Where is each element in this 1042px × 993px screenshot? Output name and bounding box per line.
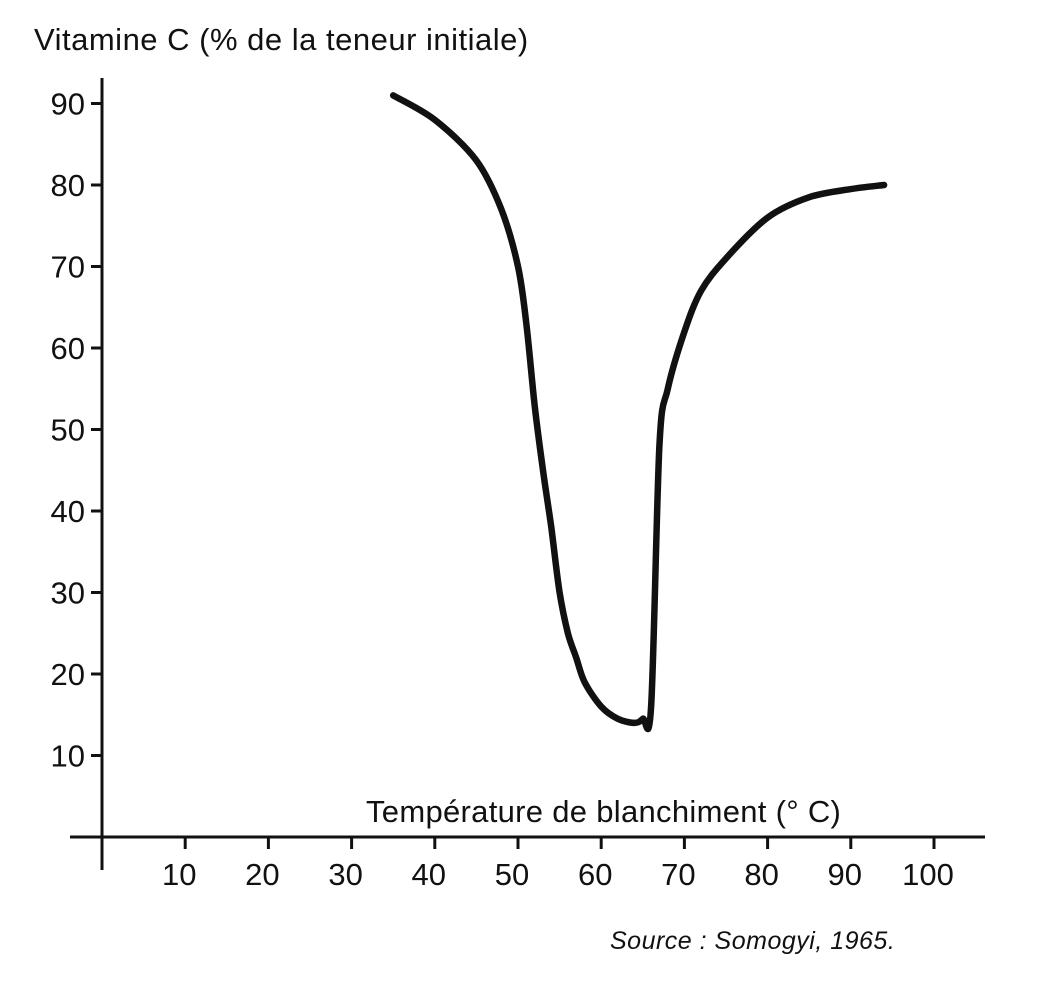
y-tick-label: 70 [51,250,85,285]
x-tick-label: 10 [162,857,196,892]
y-tick-label: 90 [51,87,85,122]
y-tick-label: 80 [51,168,85,203]
x-tick-label: 30 [328,857,362,892]
x-tick-label: 40 [412,857,446,892]
x-tick-label: 70 [661,857,695,892]
source-note: Source : Somogyi, 1965. [610,927,895,955]
x-axis-ticks: 10 20 30 40 50 60 70 80 90 100 [162,837,954,892]
x-tick-label: 80 [744,857,778,892]
y-axis-ticks: 10 20 30 40 50 60 70 80 90 [51,87,102,774]
y-tick-label: 10 [51,739,85,774]
y-axis-label: Vitamine C (% de la teneur initiale) [34,22,529,57]
x-tick-label: 100 [902,857,954,892]
x-axis-label: Température de blanchiment (° C) [366,794,841,829]
y-tick-label: 60 [51,331,85,366]
x-tick-label: 60 [578,857,612,892]
x-tick-label: 20 [245,857,279,892]
x-tick-label: 90 [828,857,862,892]
x-tick-label: 50 [495,857,529,892]
y-tick-label: 50 [51,413,85,448]
y-tick-label: 20 [51,657,85,692]
series-line [389,92,888,733]
y-tick-label: 40 [51,494,85,529]
y-tick-label: 30 [51,576,85,611]
